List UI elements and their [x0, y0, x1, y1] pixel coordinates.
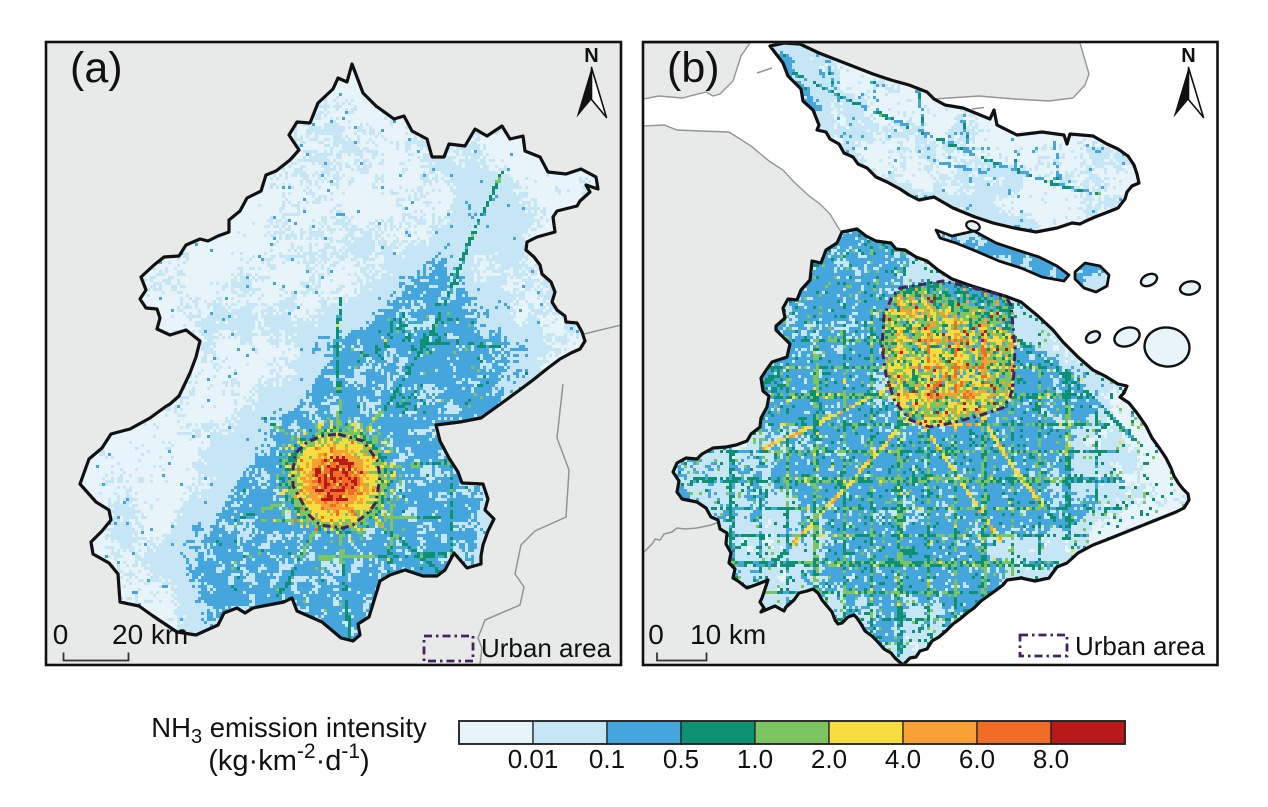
- svg-text:N: N: [584, 45, 598, 67]
- svg-text:10 km: 10 km: [690, 619, 766, 650]
- svg-text:0.1: 0.1: [589, 744, 625, 774]
- svg-text:20 km: 20 km: [112, 619, 188, 650]
- svg-text:Urban area: Urban area: [481, 633, 612, 663]
- svg-text:(b): (b): [667, 44, 720, 92]
- svg-text:0: 0: [648, 619, 664, 650]
- svg-text:Urban area: Urban area: [1075, 631, 1206, 661]
- svg-text:0: 0: [53, 619, 69, 650]
- svg-text:1.0: 1.0: [737, 744, 773, 774]
- svg-text:2.0: 2.0: [811, 744, 847, 774]
- svg-text:0.5: 0.5: [663, 744, 699, 774]
- svg-text:4.0: 4.0: [885, 744, 921, 774]
- svg-text:(a): (a): [70, 44, 123, 92]
- svg-text:8.0: 8.0: [1033, 744, 1069, 774]
- svg-text:0.01: 0.01: [508, 744, 559, 774]
- svg-text:(kg·km-2·d-1): (kg·km-2·d-1): [208, 740, 369, 777]
- svg-text:6.0: 6.0: [959, 744, 995, 774]
- svg-text:N: N: [1181, 45, 1195, 67]
